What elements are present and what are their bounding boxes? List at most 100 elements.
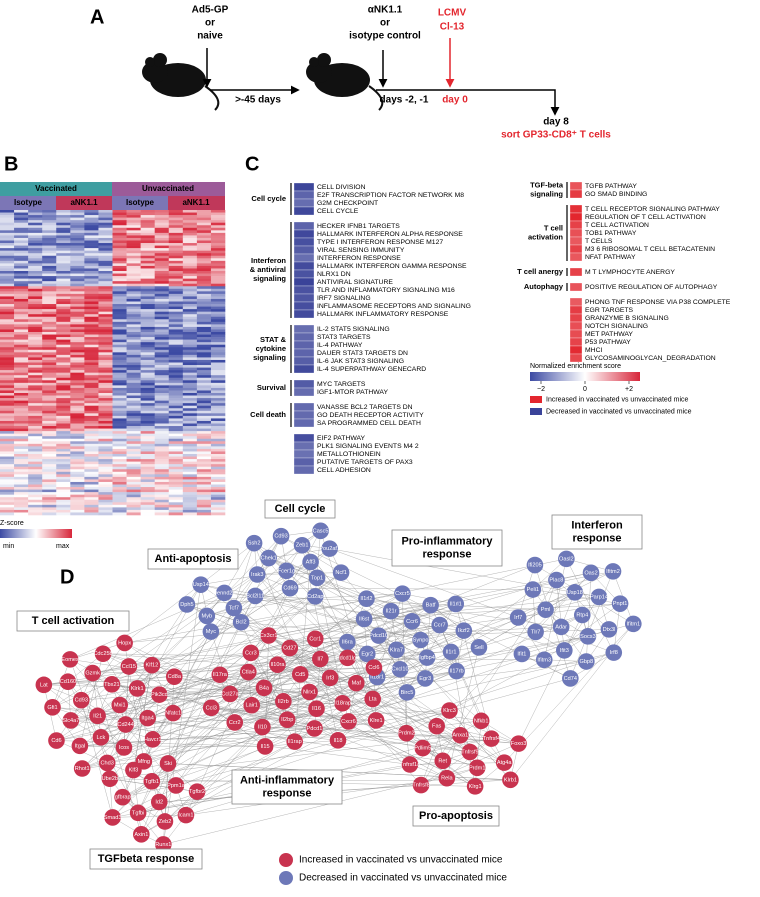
scale-tick-label: 0	[583, 386, 587, 393]
heatmap-cell	[210, 370, 226, 373]
heatmap-cell	[84, 215, 99, 218]
heatmap-cell	[0, 316, 15, 320]
gene-node	[431, 616, 448, 634]
gene-label: Il1rl1	[450, 601, 462, 607]
heatmap-cell	[42, 382, 57, 386]
heatmap-cell	[98, 469, 113, 473]
gene-node	[151, 686, 168, 703]
scale-tick-label: +2	[625, 386, 633, 393]
cluster-box	[147, 548, 239, 570]
gene-label: Tgfbr2	[189, 789, 205, 795]
gene-node	[302, 553, 319, 571]
gene-label: Maf	[352, 681, 362, 687]
heatmap-cell	[28, 334, 43, 338]
heatmap-cell	[154, 375, 170, 379]
heatmap-cell	[210, 237, 226, 241]
heatmap-cell	[168, 258, 184, 262]
heatmap-cell	[140, 367, 155, 371]
heatmap-cell	[182, 222, 198, 226]
heatmap-cell	[42, 347, 57, 351]
heatmap-cell	[126, 332, 141, 335]
subgroup-header	[56, 196, 112, 210]
legend-swatch	[530, 396, 542, 403]
heatmap-cell	[28, 385, 43, 389]
heatmap-cell	[168, 293, 184, 297]
heatmap-cell	[126, 260, 141, 264]
heatmap-cell	[112, 469, 127, 473]
heatmap-cell	[140, 436, 155, 440]
heatmap-cell	[42, 481, 57, 485]
heatmap-cell	[14, 281, 29, 285]
heatmap-cell	[0, 235, 15, 239]
edge	[241, 622, 379, 636]
heatmap-cell	[210, 326, 226, 330]
heatmap-cell	[112, 492, 127, 495]
heatmap-cell	[112, 288, 127, 292]
heatmap-cell	[56, 276, 71, 279]
heatmap-cell	[168, 311, 184, 315]
heatmap-cell	[28, 288, 43, 292]
label: days -2, -1	[380, 95, 429, 106]
heatmap-cell	[154, 504, 170, 508]
heatmap-cell	[210, 459, 226, 462]
category-label: T cell	[544, 223, 563, 232]
heatmap-cell	[126, 255, 141, 259]
heatmap-cell	[210, 410, 226, 414]
heatmap-cell	[210, 339, 226, 343]
heatmap-cell	[154, 349, 170, 353]
heatmap-cell	[14, 293, 29, 297]
heatmap-cell	[140, 362, 155, 366]
heatmap-cell	[70, 393, 85, 396]
heatmap-cell	[126, 291, 141, 295]
heatmap-cell	[28, 377, 43, 381]
gene-label: Cd69	[283, 586, 296, 592]
heatmap-cell	[168, 352, 184, 356]
gene-label: Tbx21	[104, 682, 120, 688]
heatmap-cell	[182, 415, 198, 419]
heatmap-cell	[14, 357, 29, 361]
heatmap-cell	[210, 489, 226, 493]
gene-node	[312, 650, 329, 668]
edge	[211, 707, 315, 729]
heatmap-cell	[140, 316, 155, 320]
heatmap-cell	[140, 487, 155, 490]
heatmap-cell	[154, 332, 170, 335]
heatmap-cell	[196, 451, 212, 455]
heatmap-cell	[140, 235, 155, 239]
heatmap-cell	[28, 240, 43, 244]
heatmap-cell	[140, 507, 155, 511]
heatmap-cell	[28, 283, 43, 287]
heatmap-cell	[140, 245, 155, 249]
heatmap-cell	[154, 395, 170, 399]
gene-node	[394, 585, 411, 602]
heatmap-cell	[154, 387, 170, 391]
heatmap-cell	[182, 298, 198, 302]
mouse	[306, 53, 384, 111]
heatmap-cell	[42, 301, 57, 305]
heatmap-cell	[84, 380, 99, 384]
heatmap-cell	[70, 349, 85, 353]
gene-node	[403, 612, 421, 630]
heatmap-cell	[14, 408, 29, 412]
heatmap-cell	[210, 400, 226, 404]
gene-node	[111, 696, 129, 714]
heatmap-cell	[154, 362, 170, 366]
heatmap-cell	[70, 321, 85, 325]
heatmap-cell	[154, 265, 170, 269]
heatmap-cell	[28, 426, 43, 429]
heatmap-cell	[112, 423, 127, 427]
heatmap-cell	[182, 271, 198, 274]
gene-node	[422, 596, 439, 614]
heatmap-cell	[168, 509, 184, 513]
edge	[262, 726, 407, 734]
gene-label: Ccr3	[245, 650, 257, 656]
heatmap-cell	[196, 273, 212, 277]
heatmap-cell	[56, 296, 71, 300]
heatmap-cell	[140, 339, 155, 343]
heatmap-cell	[70, 227, 85, 231]
heatmap-cell	[210, 240, 226, 244]
heatmap-cell	[14, 255, 29, 259]
heatmap-cell	[154, 212, 170, 216]
heatmap-cell	[154, 436, 170, 440]
heatmap-cell	[84, 474, 99, 478]
